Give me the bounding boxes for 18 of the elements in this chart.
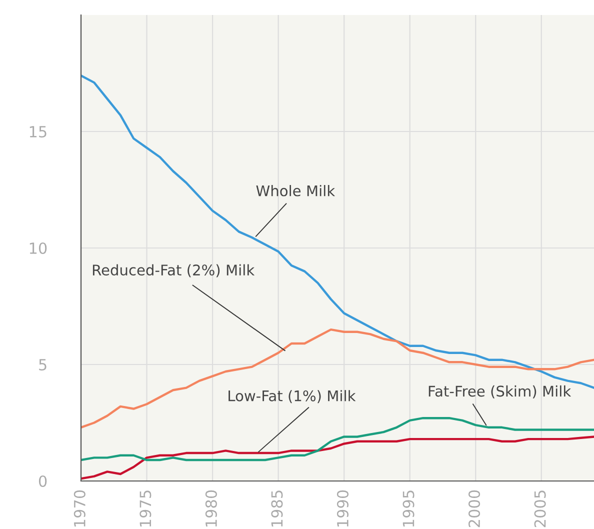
x-tick-label: 1985	[271, 490, 283, 527]
text: Reduced-Fat (2%) Milk	[92, 264, 255, 278]
line-series	[81, 416, 594, 462]
x-tick-label: 2005	[534, 490, 546, 528]
y-tick-label: 0	[38, 475, 47, 488]
y-tick-label: 5	[39, 359, 46, 371]
y-tick-label: 15	[30, 126, 46, 138]
x-tick-label: 1990	[336, 490, 349, 527]
text: Whole Milk	[256, 185, 336, 196]
x-tick-label: 1980	[205, 490, 217, 527]
x-tick-label: 1975	[140, 490, 152, 527]
x-tick-label: 1970	[74, 490, 86, 527]
series-label: Fat-Free (Skim) Milk	[428, 385, 572, 398]
text: Low-Fat (1%) Milk	[228, 390, 356, 404]
line-series	[81, 328, 594, 429]
y-tick-label: 10	[30, 242, 47, 254]
x-tick-label: 1995	[402, 490, 414, 527]
x-tick-label: 2000	[468, 490, 480, 528]
